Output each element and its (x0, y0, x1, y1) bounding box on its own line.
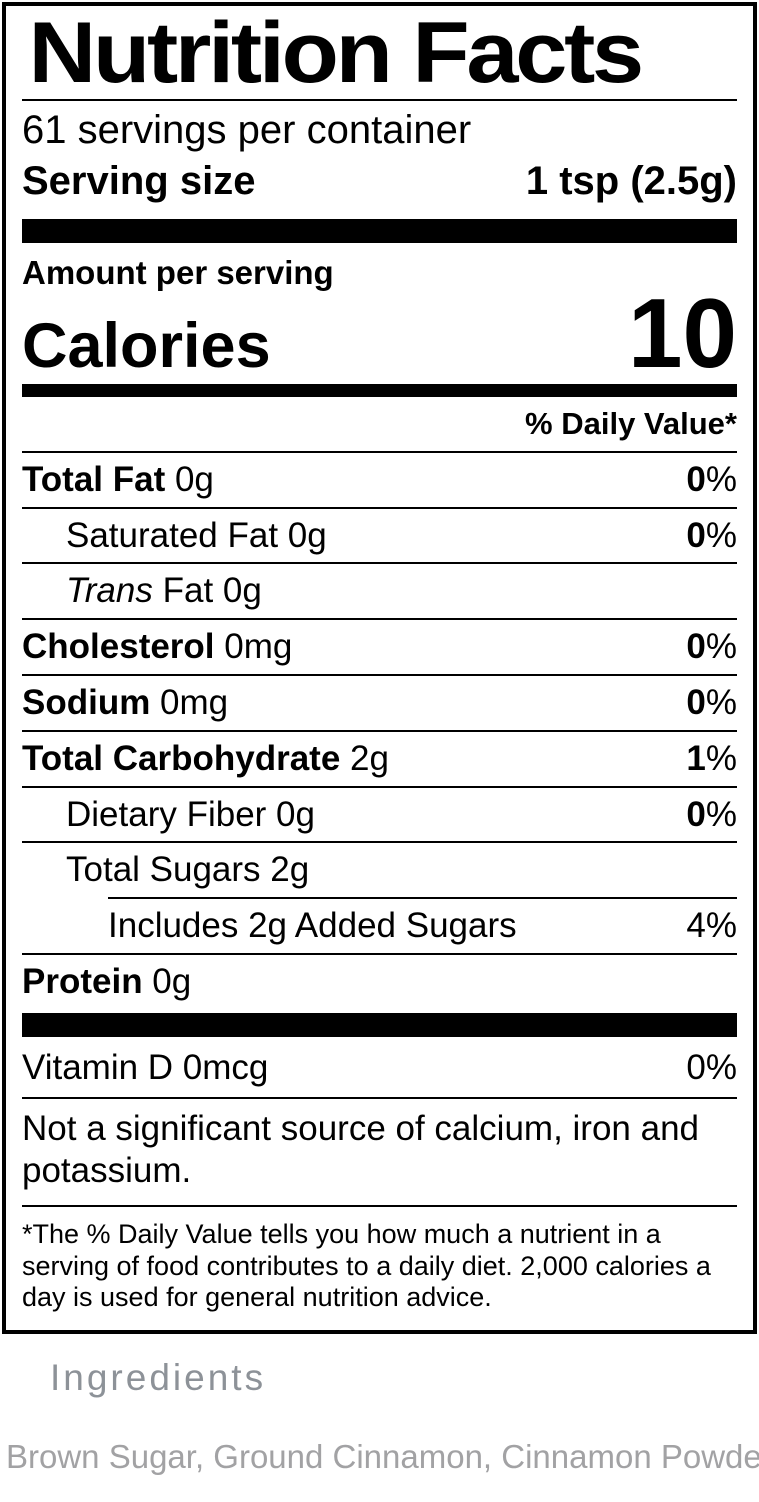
nutrient-name: Cholesterol (22, 627, 215, 667)
thick-divider-bar (22, 1012, 737, 1037)
nutrient-amount: 0mg (214, 627, 293, 667)
medium-divider-bar (22, 383, 737, 397)
row-sodium: Sodium 0mg 0% (22, 674, 737, 730)
nutrition-facts-label: Nutrition Facts 61 servings per containe… (2, 2, 757, 1334)
nutrient-name: Dietary Fiber 0g (66, 794, 315, 834)
thick-divider-bar (22, 218, 737, 243)
daily-value: 1% (686, 738, 737, 778)
daily-value-header: % Daily Value* (525, 405, 737, 441)
row-added-sugars: Includes 2g Added Sugars 4% (108, 897, 737, 953)
daily-value: 0% (686, 515, 737, 555)
nutrient-name: Saturated Fat 0g (66, 515, 327, 555)
nutrient-name: Vitamin D 0mcg (22, 1047, 269, 1087)
amount-per-serving: Amount per serving (22, 253, 334, 291)
serving-size-value: 1 tsp (2.5g) (525, 158, 737, 203)
row-total-sugars: Total Sugars 2g (22, 841, 737, 897)
daily-value: 0% (686, 627, 737, 667)
nutrient-name: Total Fat (22, 459, 166, 499)
nutrient-name-italic: Trans (66, 571, 153, 611)
calories-label: Calories (22, 310, 271, 381)
calories-row: Calories 10 (22, 277, 737, 388)
row-total-carbohydrate: Total Carbohydrate 2g 1% (22, 729, 737, 786)
daily-value: 0% (686, 683, 737, 723)
title-divider (22, 99, 737, 102)
calories-value: 10 (627, 277, 737, 388)
nutrient-name: Protein (22, 962, 143, 1001)
nutrient-amount: 0mg (150, 683, 229, 723)
nutrient-amount: 2g (340, 738, 389, 778)
row-total-fat: Total Fat 0g 0% (22, 450, 737, 507)
serving-size-label: Serving size (22, 158, 256, 203)
row-trans-fat: Trans Fat 0g (22, 562, 737, 618)
row-dietary-fiber: Dietary Fiber 0g 0% (22, 785, 737, 842)
ingredients-heading: Ingredients (50, 1356, 267, 1398)
nutrient-amount: 0g (142, 962, 192, 1001)
nutrient-name: Sodium (22, 683, 151, 723)
daily-value: 0% (686, 1047, 737, 1087)
not-significant-note: Not a significant source of calcium, iro… (22, 1099, 737, 1207)
daily-value: 0% (686, 794, 737, 834)
nutrient-amount: Fat 0g (152, 571, 262, 611)
daily-value: 0% (686, 459, 737, 499)
daily-value-footnote: *The % Daily Value tells you how much a … (22, 1218, 711, 1313)
daily-value: 4% (686, 906, 737, 946)
row-protein: Protein 0g (22, 953, 737, 1009)
nutrient-amount: 0g (165, 459, 214, 499)
serving-size-row: Serving size 1 tsp (2.5g) (22, 155, 737, 206)
servings-per-container: 61 servings per container (22, 108, 472, 153)
row-cholesterol: Cholesterol 0mg 0% (22, 618, 737, 674)
ingredients-list: Brown Sugar, Ground Cinnamon, Cinnamon P… (6, 1438, 759, 1476)
row-vitamin-d: Vitamin D 0mcg 0% (22, 1037, 737, 1099)
label-title: Nutrition Facts (28, 5, 645, 101)
nutrient-name: Total Carbohydrate (22, 738, 341, 778)
nutrient-name: Includes 2g Added Sugars (108, 906, 517, 946)
row-saturated-fat: Saturated Fat 0g 0% (22, 506, 737, 563)
nutrient-name: Total Sugars 2g (66, 850, 310, 890)
